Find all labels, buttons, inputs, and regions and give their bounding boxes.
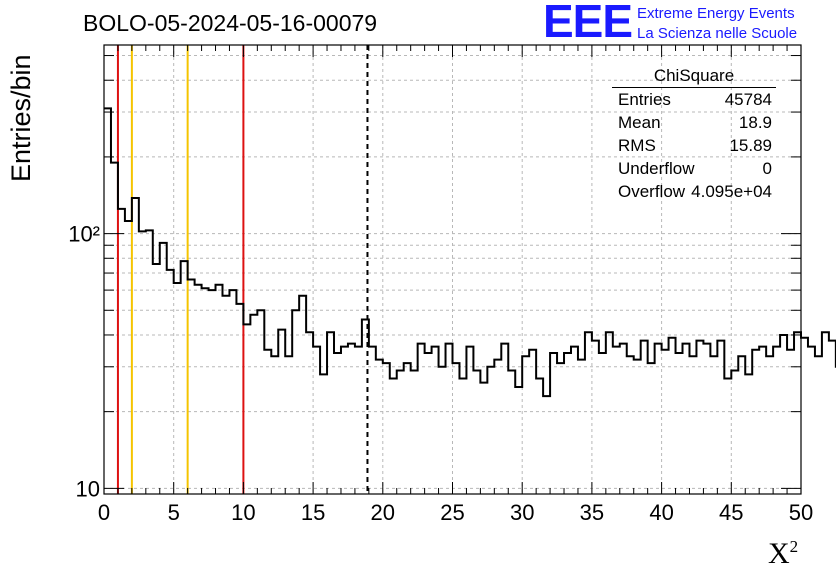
stats-box: ChiSquare Entries 45784 Mean 18.9 RMS 15… [612, 66, 776, 203]
histogram-title: BOLO-05-2024-05-16-00079 [83, 10, 378, 36]
x-tick-label: 15 [301, 500, 325, 525]
stats-value: 18.9 [738, 113, 772, 132]
stats-row: Mean 18.9 [612, 111, 776, 134]
stats-value: 4.095e+04 [691, 182, 772, 201]
x-tick-label: 30 [510, 500, 534, 525]
x-tick-label: 50 [789, 500, 813, 525]
x-tick-label: 10 [231, 500, 255, 525]
stats-title: ChiSquare [612, 66, 776, 88]
stats-row: Overflow 4.095e+04 [612, 180, 776, 203]
x-tick-label: 25 [440, 500, 464, 525]
eee-logo-line1: Extreme Energy Events [637, 5, 795, 22]
stats-row: Underflow 0 [612, 157, 776, 180]
stats-row: RMS 15.89 [612, 134, 776, 157]
stats-label: Overflow [618, 182, 686, 201]
x-axis-label: X2 [768, 537, 799, 570]
stats-value: 45784 [724, 90, 772, 109]
x-tick-label: 35 [580, 500, 604, 525]
stats-label: Underflow [618, 159, 695, 178]
x-tick-label: 20 [371, 500, 395, 525]
eee-logo: EEE [543, 0, 633, 47]
x-tick-label: 40 [649, 500, 673, 525]
x-tick-label: 0 [98, 500, 110, 525]
eee-logo-line2: La Scienza nelle Scuole [637, 25, 798, 42]
stats-label: RMS [618, 136, 656, 155]
y-tick-label: 10² [68, 222, 100, 247]
stats-label: Entries [618, 90, 671, 109]
x-tick-label: 45 [719, 500, 743, 525]
stats-label: Mean [618, 113, 661, 132]
x-tick-label: 5 [168, 500, 180, 525]
stats-value: 0 [762, 159, 772, 178]
stats-row: Entries 45784 [612, 88, 776, 111]
stats-value: 15.89 [729, 136, 772, 155]
y-tick-label: 10 [76, 476, 100, 501]
